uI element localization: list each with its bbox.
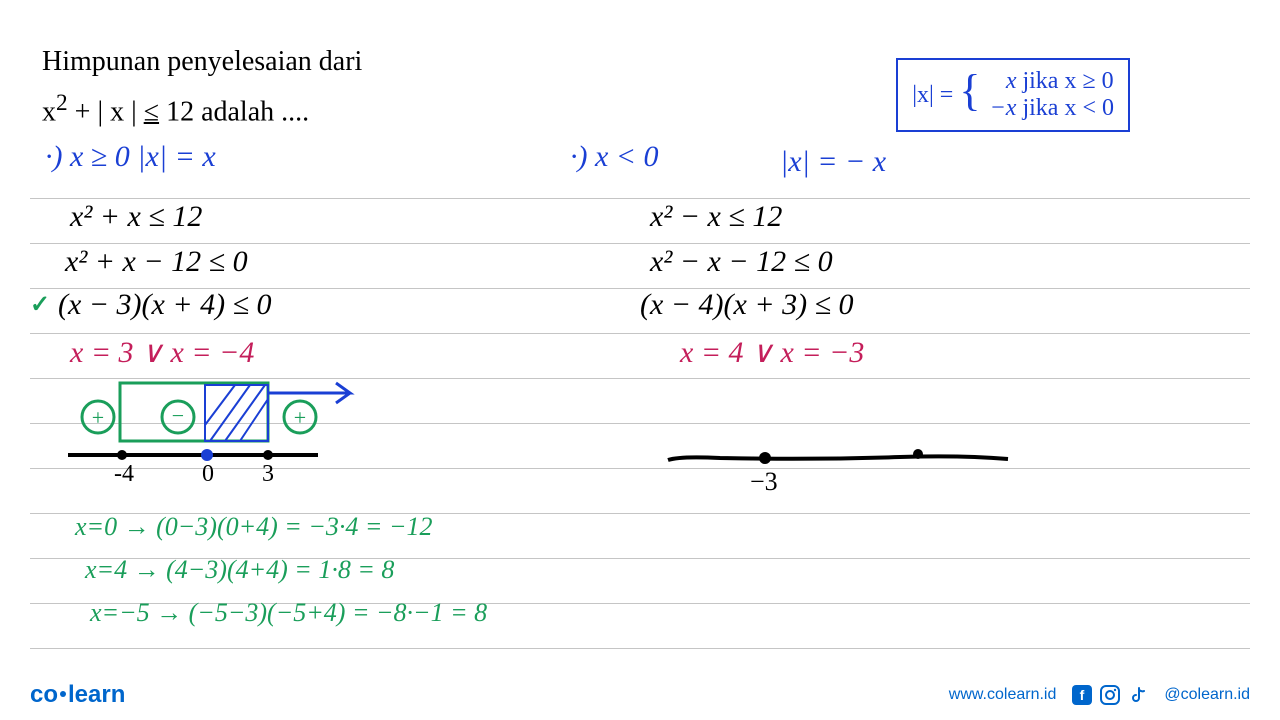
left-step-1: x² + x ≤ 12	[70, 200, 202, 234]
test-point-2: x=4 → (4−3)(4+4) = 1·8 = 8	[85, 555, 394, 585]
footer: colearn www.colearn.id f @colearn.id	[0, 670, 1280, 720]
right-roots: x = 4 ∨ x = −3	[680, 335, 864, 370]
social-icons: f	[1071, 684, 1149, 706]
svg-text:f: f	[1080, 687, 1085, 703]
svg-text:-4: -4	[114, 461, 134, 487]
left-step-2: x² + x − 12 ≤ 0	[65, 245, 248, 279]
test-point-3: x=−5 → (−5−3)(−5+4) = −8·−1 = 8	[90, 598, 487, 628]
svg-text:+: +	[92, 405, 104, 430]
svg-text:−3: −3	[750, 467, 778, 496]
svg-text:−: −	[172, 403, 184, 428]
left-step-3: (x − 3)(x + 4) ≤ 0	[58, 288, 272, 322]
svg-text:3: 3	[262, 461, 274, 487]
facebook-icon: f	[1071, 684, 1093, 706]
footer-right: www.colearn.id f @colearn.id	[949, 684, 1250, 706]
brand-logo: colearn	[30, 681, 125, 709]
right-step-1: x² − x ≤ 12	[650, 200, 782, 234]
footer-url: www.colearn.id	[949, 686, 1057, 704]
right-case-header-2: |x| = − x	[780, 145, 886, 179]
footer-handle: @colearn.id	[1164, 686, 1250, 704]
right-step-3: (x − 4)(x + 3) ≤ 0	[640, 288, 854, 322]
left-case-header: ·) x ≥ 0 |x| = x	[45, 140, 216, 174]
check-icon: ✓	[30, 290, 50, 319]
content-area: Himpunan penyelesaian dari x2 + | x | ≤ …	[0, 10, 1280, 670]
problem-line-2: x2 + | x | ≤ 12 adalah ....	[42, 90, 309, 128]
right-case-header: ·) x < 0	[570, 140, 659, 174]
left-roots: x = 3 ∨ x = −4	[70, 335, 254, 370]
right-step-2: x² − x − 12 ≤ 0	[650, 245, 833, 279]
svg-text:0: 0	[202, 461, 214, 487]
svg-text:+: +	[294, 405, 306, 430]
left-number-line-diagram: + − + -4 0 3	[50, 375, 390, 490]
instagram-icon	[1099, 684, 1121, 706]
test-point-1: x=0 → (0−3)(0+4) = −3·4 = −12	[75, 512, 433, 542]
right-number-line-diagram: −3	[660, 438, 1030, 518]
absolute-value-definition-box: |x| = { x jika x ≥ 0 −x jika x < 0	[896, 58, 1130, 132]
problem-line-1: Himpunan penyelesaian dari	[42, 46, 362, 78]
tiktok-icon	[1127, 684, 1149, 706]
